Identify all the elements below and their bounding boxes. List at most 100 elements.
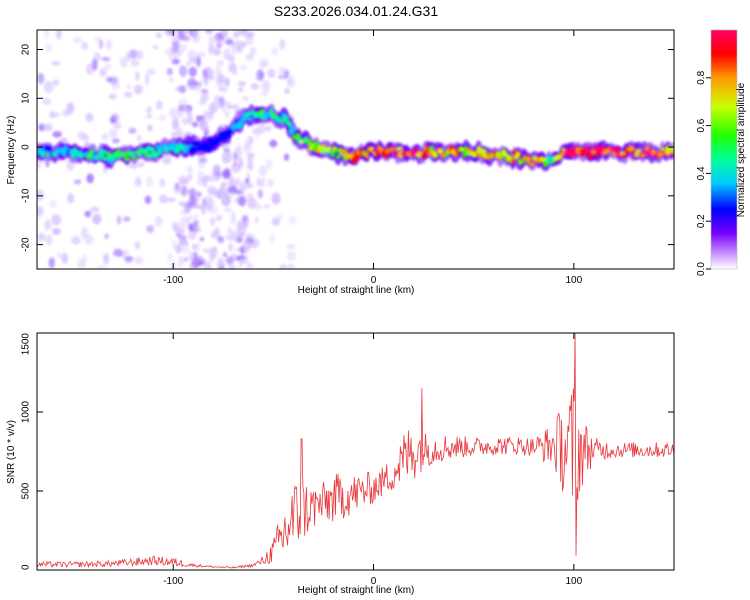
- ridge-core-blob: [637, 148, 642, 153]
- colorbar-tick-label: 0.8: [696, 70, 707, 84]
- spectrogram-noise-blob: [193, 213, 199, 220]
- ridge-core-blob: [593, 145, 599, 152]
- spectrogram-noise-blob: [37, 159, 42, 169]
- ridge-core-blob: [530, 162, 536, 167]
- ridge-core-blob: [640, 153, 646, 158]
- spectrogram-noise-blob: [263, 203, 271, 210]
- ridge-core-blob: [245, 110, 251, 117]
- spectrogram-noise-blob: [169, 77, 174, 82]
- spectrogram-noise-blob: [279, 66, 286, 77]
- spectrogram-noise-blob: [210, 101, 220, 112]
- ridge-core-blob: [668, 152, 674, 157]
- spectrogram-noise-blob: [215, 214, 223, 222]
- spectrogram-noise-blob: [230, 215, 237, 225]
- ridge-core-blob: [102, 150, 109, 154]
- colorbar-label: Normalized spectral amplitude: [736, 82, 747, 217]
- spectrogram-noise-blob: [200, 75, 209, 83]
- spectrogram-noise-blob: [128, 127, 137, 134]
- spectrogram-noise-blob: [179, 201, 185, 206]
- spectrogram-noise-blob: [182, 117, 189, 125]
- spectrogram-noise-blob: [48, 257, 55, 269]
- ridge-core-blob: [43, 145, 49, 151]
- spectrogram-noise-blob: [51, 228, 61, 235]
- spectrogram-noise-blob: [227, 54, 235, 63]
- spectrogram-noise-blob: [128, 49, 138, 59]
- spectrogram-noise-blob: [167, 30, 177, 36]
- spectrogram-noise-blob: [109, 76, 119, 85]
- spectrogram-noise-blob: [128, 163, 139, 169]
- ridge-core-blob: [396, 146, 403, 151]
- spectrogram-noise-blob: [261, 177, 267, 183]
- spectrogram-noise-blob: [71, 235, 81, 245]
- spectrogram-noise-blob: [37, 189, 45, 201]
- spectrogram-y-tick-label: -20: [21, 237, 32, 252]
- spectrogram-noise-blob: [269, 139, 278, 148]
- spectrogram-noise-blob: [279, 39, 286, 50]
- spectrogram-noise-blob: [167, 252, 173, 262]
- spectrogram-noise-blob: [209, 252, 215, 263]
- ridge-core-blob: [421, 151, 428, 158]
- snr-y-tick-label: 500: [21, 482, 32, 499]
- spectrogram-noise-blob: [146, 106, 152, 114]
- spectrogram-noise-blob: [208, 34, 216, 46]
- spectrogram-noise-blob: [224, 167, 231, 179]
- spectrogram-noise-blob: [146, 225, 154, 233]
- spectrogram-noise-blob: [57, 253, 62, 258]
- spectrogram-noise-blob: [202, 248, 213, 253]
- spectrogram-noise-blob: [246, 261, 254, 269]
- ridge-core-blob: [569, 146, 576, 151]
- figure-title: S233.2026.034.01.24.G31: [274, 3, 438, 19]
- spectrogram-noise-blob: [201, 198, 207, 207]
- spectrogram-noise-blob: [178, 85, 187, 94]
- spectrogram-noise-blob: [73, 36, 83, 44]
- spectrogram-noise-blob: [187, 230, 197, 240]
- spectrogram-noise-blob: [186, 215, 194, 222]
- spectrogram-noise-blob: [196, 86, 201, 93]
- spectrogram-noise-blob: [144, 73, 150, 86]
- ridge-core-blob: [287, 121, 292, 128]
- spectrogram-noise-blob: [81, 226, 88, 239]
- ridge-core-blob: [355, 154, 361, 160]
- spectrogram-noise-blob: [166, 67, 173, 76]
- spectrogram-y-axis-label: Frequency (Hz): [6, 116, 17, 185]
- spectrogram-noise-blob: [197, 51, 206, 58]
- colorbar-tick-label: 0.2: [696, 214, 707, 228]
- spectrogram-noise-blob: [159, 194, 168, 204]
- spectrogram-noise-blob: [178, 65, 188, 77]
- spectrogram-noise-blob: [171, 58, 180, 65]
- spectrogram-noise-blob: [233, 157, 238, 167]
- spectrogram-noise-blob: [213, 48, 222, 56]
- ridge-core-blob: [225, 133, 231, 139]
- spectrogram-noise-blob: [183, 257, 189, 262]
- spectrogram-noise-blob: [43, 81, 54, 93]
- spectrogram-noise-blob: [286, 263, 296, 269]
- spectrogram-noise-blob: [135, 71, 140, 82]
- spectrogram-noise-blob: [253, 203, 263, 210]
- snr-y-tick-label: 1500: [21, 333, 32, 356]
- ridge-core-blob: [282, 116, 289, 121]
- spectrogram-noise-blob: [176, 245, 182, 253]
- spectrogram-noise-blob: [106, 38, 112, 51]
- spectrogram-marks: [37, 30, 674, 269]
- ridge-core-blob: [289, 126, 297, 131]
- colorbar-tick-label: 0.0: [696, 262, 707, 276]
- ridge-core-blob: [621, 153, 628, 158]
- spectrogram-noise-blob: [158, 115, 166, 121]
- spectrogram-noise-blob: [260, 91, 269, 96]
- spectrogram-noise-blob: [231, 42, 236, 50]
- spectrogram-noise-blob: [238, 195, 247, 207]
- spectrogram-noise-blob: [203, 261, 212, 269]
- spectrogram-noise-blob: [227, 104, 238, 110]
- spectrogram-noise-blob: [145, 176, 153, 188]
- spectrogram-noise-blob: [201, 89, 209, 94]
- spectrogram-noise-blob: [44, 219, 52, 231]
- ridge-core-blob: [438, 148, 444, 155]
- spectrogram-noise-blob: [179, 210, 189, 215]
- colorbar-frame: [710, 29, 738, 270]
- spectrogram-noise-blob: [44, 43, 53, 53]
- spectrogram-noise-blob: [52, 79, 60, 86]
- spectrogram-noise-blob: [153, 44, 159, 50]
- ridge-core-blob: [170, 142, 178, 149]
- spectrogram-noise-blob: [222, 155, 229, 164]
